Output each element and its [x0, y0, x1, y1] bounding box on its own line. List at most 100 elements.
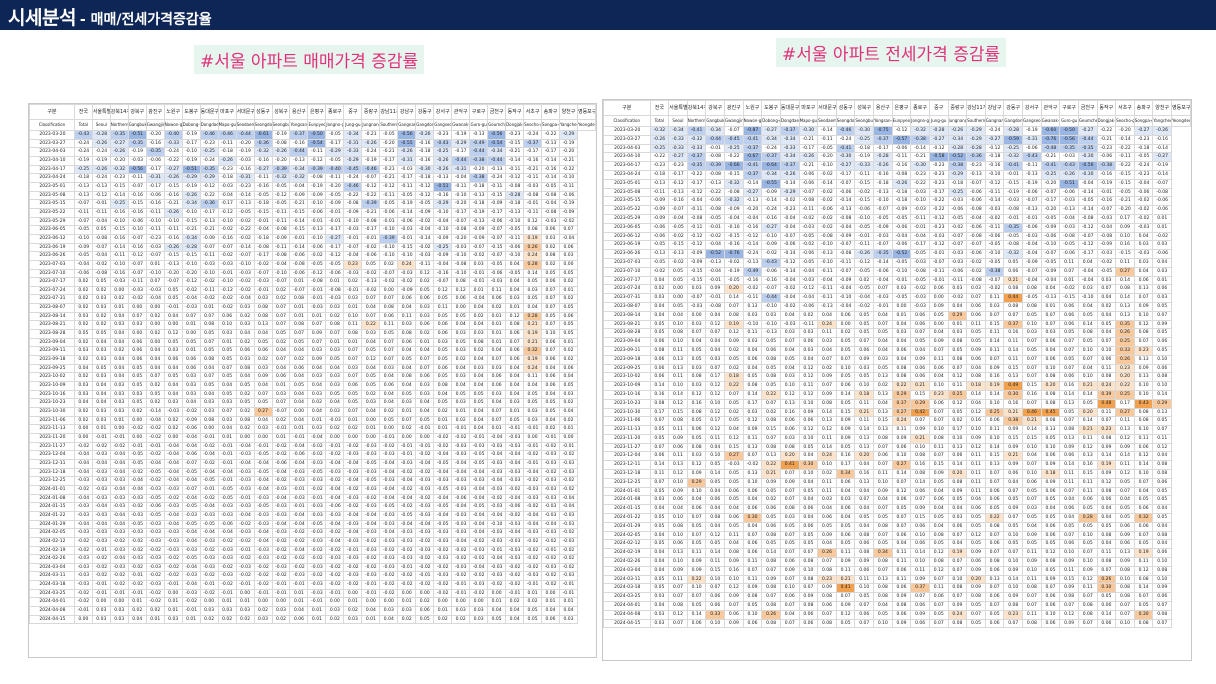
- table-cell: 0.06: [235, 346, 255, 357]
- table-cell: -0.07: [966, 240, 986, 251]
- table-cell: -0.08: [835, 249, 856, 259]
- column-header: 강북구: [705, 100, 726, 116]
- table-cell: -0.03: [343, 571, 363, 582]
- table-cell: 0.10: [742, 477, 763, 488]
- table-cell: 0.00: [325, 432, 345, 443]
- table-cell: -0.24: [487, 173, 507, 183]
- table-cell: 0.00: [379, 285, 399, 296]
- row-date: 2023-04-24: [603, 169, 651, 180]
- table-cell: -0.03: [235, 484, 255, 495]
- table-cell: -0.07: [1022, 266, 1042, 277]
- table-cell: 0.09: [1133, 301, 1154, 312]
- table-cell: -0.05: [145, 467, 165, 478]
- table-cell: -0.03: [379, 510, 399, 521]
- table-cell: 0.06: [415, 294, 435, 305]
- table-cell: 0.10: [1003, 530, 1024, 541]
- table-cell: 0.06: [910, 521, 930, 532]
- table-cell: -0.02: [469, 588, 489, 599]
- table-cell: 0.05: [199, 381, 219, 391]
- table-cell: -0.04: [779, 275, 800, 286]
- table-cell: 0.05: [397, 355, 417, 365]
- table-cell: 0.06: [1040, 337, 1061, 347]
- table-cell: -0.03: [910, 293, 930, 303]
- table-cell: 0.05: [361, 346, 381, 357]
- column-subheader: Dongjak-gu: [505, 119, 525, 131]
- table-cell: 0.22: [761, 389, 781, 400]
- table-cell: -0.17: [1077, 249, 1098, 259]
- table-cell: -0.02: [289, 554, 309, 564]
- table-cell: -0.32: [253, 147, 273, 157]
- sale-price-panel-title: #서울 아파트 매매가격 증감률: [194, 45, 425, 74]
- table-cell: -0.03: [451, 242, 471, 253]
- table-cell: 0.05: [724, 469, 744, 479]
- table-cell: 0.13: [668, 548, 688, 559]
- table-cell: 0.03: [798, 345, 819, 356]
- table-cell: -0.34: [761, 169, 781, 180]
- table-cell: -0.03: [343, 554, 363, 564]
- table-cell: -0.05: [433, 484, 453, 495]
- table-cell: -0.03: [163, 407, 183, 417]
- table-cell: -0.07: [1022, 196, 1042, 207]
- table-cell: -0.04: [433, 259, 453, 270]
- table-cell: -0.03: [523, 484, 543, 495]
- table-cell: 0.09: [835, 557, 856, 567]
- table-cell: 0.07: [1040, 319, 1061, 330]
- table-cell: 0.10: [854, 583, 875, 594]
- table-cell: 0.06: [891, 609, 912, 620]
- column-header: 구로구: [469, 104, 489, 120]
- table-cell: 0.03: [91, 407, 111, 417]
- column-subheader: Gwanak-gu: [1040, 115, 1061, 127]
- table-cell: -0.20: [451, 233, 471, 244]
- table-cell: -0.03: [541, 484, 560, 495]
- table-cell: 0.11: [705, 433, 726, 444]
- table-cell: -0.34: [947, 134, 968, 145]
- table-cell: 0.10: [724, 574, 744, 585]
- table-cell: 0.05: [835, 618, 856, 629]
- table-cell: 0.05: [649, 574, 670, 585]
- table-cell: -0.02: [559, 216, 578, 227]
- table-cell: -0.02: [325, 476, 345, 486]
- table-cell: -0.04: [798, 266, 819, 277]
- column-header: 송파구: [1133, 100, 1154, 116]
- column-header: 동대문구: [779, 100, 800, 116]
- row-date: 2024-03-25: [29, 588, 75, 599]
- table-cell: 0.03: [109, 320, 129, 331]
- table-cell: -0.31: [1022, 134, 1042, 145]
- table-cell: -0.02: [559, 545, 578, 556]
- table-cell: -0.03: [541, 216, 560, 227]
- table-cell: 0.03: [891, 328, 912, 339]
- table-cell: 0.10: [1115, 618, 1135, 629]
- table-cell: -0.13: [705, 257, 726, 268]
- table-cell: 0.04: [325, 363, 345, 374]
- table-cell: 0.21: [1022, 416, 1042, 427]
- table-cell: -0.03: [433, 536, 453, 547]
- table-row: 2024-02-05 -0.03 -0.03 -0.03 -0.03 -0.03 -0.03…: [29, 528, 596, 538]
- table-cell: -0.09: [1096, 240, 1117, 251]
- table-cell: -0.04: [1096, 222, 1117, 233]
- table-cell: -0.12: [686, 187, 707, 198]
- table-cell: -0.03: [253, 545, 273, 556]
- jeonse-price-panel-title: #서울 아파트 전세가격 증감률: [776, 38, 1007, 67]
- table-cell: -0.17: [181, 138, 201, 149]
- row-date: 2023-05-08: [29, 190, 75, 201]
- table-cell: -0.04: [779, 222, 800, 233]
- table-cell: 0.04: [779, 609, 800, 620]
- table-row: 2023-07-17 0.04 0.05 -0.15 -0.01 -0.05 -0.16 -0…: [603, 275, 1191, 286]
- table-cell: -0.02: [253, 562, 273, 573]
- table-cell: 0.05: [127, 363, 147, 374]
- table-cell: -0.12: [891, 126, 912, 136]
- table-cell: 0.08: [928, 433, 949, 444]
- table-cell: -0.04: [163, 519, 183, 530]
- table-cell: -0.03: [217, 510, 237, 521]
- table-row: 2024-01-15 0.04 0.04 0.06 0.04 0.04 0.06 0.06 0.…: [603, 504, 1191, 515]
- table-cell: 0.08: [451, 277, 471, 287]
- table-cell: -0.18: [649, 169, 670, 180]
- table-cell: 0.12: [163, 329, 183, 339]
- table-cell: 0.08: [984, 521, 1005, 532]
- table-row: 2024-01-29 0.05 0.08 0.05 0.04 0.05 0.04 0.06 0.…: [603, 521, 1191, 532]
- table-cell: -0.03: [541, 510, 560, 521]
- table-cell: -0.11: [1115, 152, 1135, 163]
- table-cell: -0.05: [361, 476, 381, 486]
- table-cell: -0.02: [307, 554, 327, 564]
